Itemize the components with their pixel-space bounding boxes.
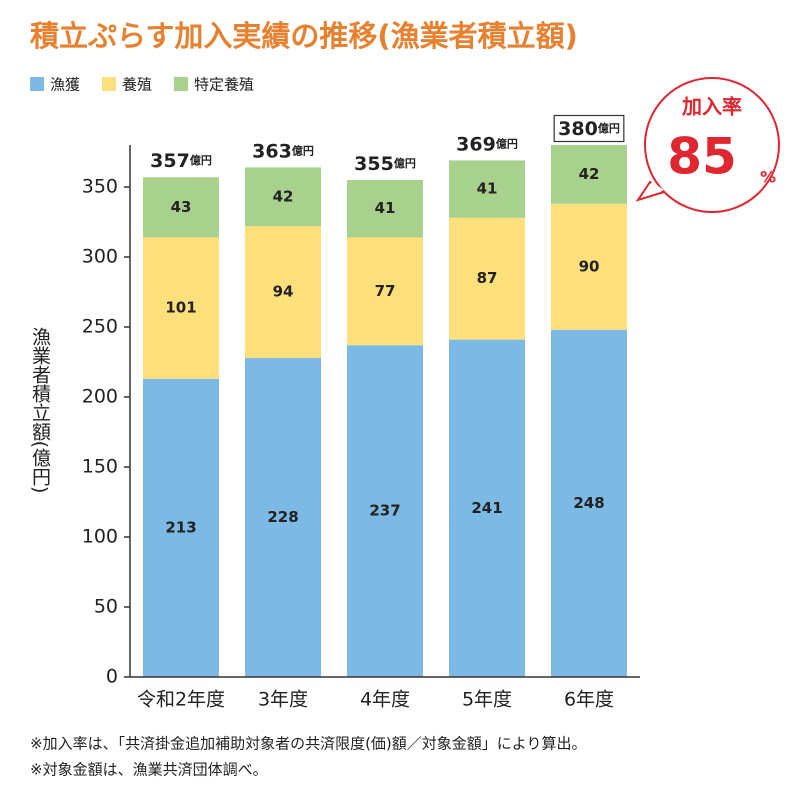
total-label: 355億円 [354, 153, 416, 175]
y-tick-label: 250 [82, 316, 118, 338]
y-tick-label: 300 [82, 246, 118, 268]
note: ※加入率は、「共済掛金追加補助対象者の共済限度(価)額／対象金額」により算出。 [30, 735, 586, 753]
total-unit: 億円 [190, 153, 212, 167]
data-label: 94 [273, 283, 294, 301]
data-label: 213 [165, 518, 196, 536]
note: ※対象金額は、漁業共済団体調べ。 [30, 761, 268, 779]
total-value: 363 [252, 140, 292, 162]
y-tick-label: 100 [82, 526, 118, 548]
annotation-value: 85 [667, 128, 737, 186]
data-label: 90 [579, 257, 600, 275]
total-value: 357 [150, 150, 190, 172]
y-tick-label: 200 [82, 386, 118, 408]
legend-swatch [174, 77, 189, 91]
x-tick-label: 6年度 [564, 689, 614, 711]
y-tick-label: 350 [82, 176, 118, 198]
chart-title: 積立ぷらす加入実績の推移(漁業者積立額) [30, 19, 578, 53]
data-label: 43 [171, 198, 192, 216]
bar-segment [143, 378, 219, 677]
bar-segment [347, 345, 423, 677]
bubble-tail-fill [641, 182, 664, 198]
bar-segment [143, 177, 219, 238]
total-label: 363億円 [252, 140, 314, 162]
total-value: 369 [456, 133, 496, 155]
y-tick-label: 150 [82, 456, 118, 478]
data-label: 41 [375, 199, 396, 217]
legend-label: 養殖 [122, 76, 152, 94]
bar-segment [245, 226, 321, 358]
bar-segment [551, 145, 627, 204]
total-value: 380 [558, 118, 598, 140]
data-label: 87 [477, 269, 498, 287]
bar-segment [551, 203, 627, 330]
bar-segment [449, 217, 525, 340]
total-label: 369億円 [456, 133, 518, 155]
bubble [644, 77, 780, 213]
total-box [553, 114, 625, 143]
data-label: 237 [369, 502, 400, 520]
total-unit: 億円 [598, 121, 620, 135]
legend-label: 特定養殖 [194, 76, 254, 94]
annotation-title: 加入率 [681, 95, 742, 119]
x-tick-label: 4年度 [360, 689, 410, 711]
data-label: 41 [477, 180, 498, 198]
bar-segment [449, 339, 525, 677]
bar-segment [551, 329, 627, 677]
x-tick-label: 令和2年度 [137, 689, 225, 711]
x-tick-label: 3年度 [258, 689, 308, 711]
total-unit: 億円 [394, 156, 416, 170]
x-tick-label: 5年度 [462, 689, 512, 711]
data-label: 77 [375, 282, 396, 300]
y-tick-label: 0 [106, 666, 118, 688]
data-label: 101 [165, 299, 196, 317]
total-label: 380億円 [558, 118, 620, 140]
bar-segment [245, 357, 321, 677]
bar-segment [245, 167, 321, 227]
total-unit: 億円 [496, 136, 518, 150]
bar-segment [143, 237, 219, 379]
total-label: 357億円 [150, 150, 212, 172]
bar-segment [347, 180, 423, 238]
legend-swatch [30, 77, 44, 91]
legend-label: 漁獲 [50, 76, 80, 94]
annotation-unit: % [760, 168, 776, 187]
y-tick-label: 50 [94, 596, 118, 618]
data-label: 228 [267, 508, 298, 526]
total-unit: 億円 [292, 143, 314, 157]
bar-segment [347, 237, 423, 346]
data-label: 241 [471, 499, 502, 517]
y-axis-label: 漁業者積立額(億円) [29, 326, 51, 493]
data-label: 248 [573, 494, 604, 512]
data-label: 42 [273, 187, 294, 205]
legend-swatch [102, 77, 117, 91]
total-value: 355 [354, 153, 394, 175]
data-label: 42 [579, 165, 600, 183]
bar-segment [449, 160, 525, 218]
